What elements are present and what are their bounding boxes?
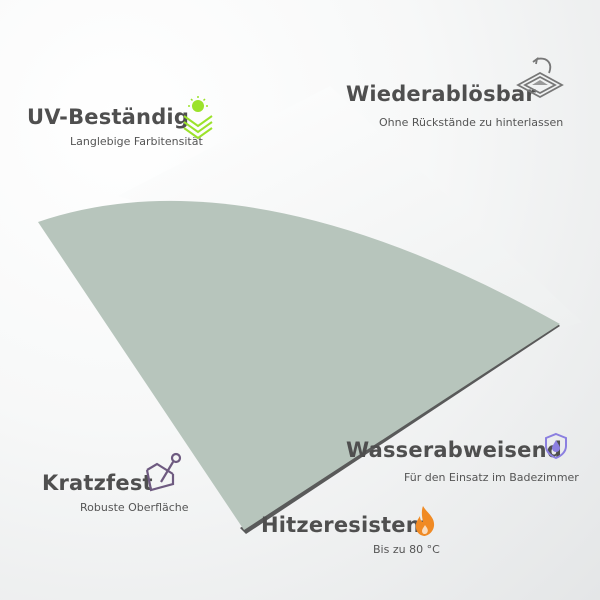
feature-scratch: Kratzfest Robuste Oberfläche (42, 471, 189, 514)
feature-subtitle: Ohne Rückstände zu hinterlassen (379, 116, 564, 129)
sun-layers-icon (183, 96, 213, 140)
flame-icon (415, 506, 435, 536)
feature-subtitle: Robuste Oberfläche (80, 501, 189, 514)
water-shield-icon (545, 432, 567, 460)
peel-sheet-icon (516, 56, 564, 99)
feature-title: Kratzfest (42, 471, 153, 495)
feature-title: UV-Beständig (27, 105, 190, 129)
feature-title: Wasserabweisend (346, 438, 562, 462)
feature-subtitle: Für den Einsatz im Badezimmer (404, 471, 579, 484)
feature-water: Wasserabweisend Für den Einsatz im Badez… (346, 438, 579, 484)
feature-title: Wiederablösbar (346, 82, 536, 106)
feature-removable: Wiederablösbar Ohne Rückstände zu hinter… (346, 82, 563, 129)
feature-heat: Hitzeresistent Bis zu 80 °C (261, 513, 440, 556)
feature-title: Hitzeresistent (261, 513, 432, 537)
tile-sticker-sheet (38, 200, 560, 531)
feature-subtitle: Bis zu 80 °C (373, 543, 440, 556)
backing-paper (118, 86, 582, 328)
feature-uv: UV-Beständig Langlebige Farbitensität (27, 105, 203, 148)
scratch-tool-icon (145, 452, 182, 492)
feature-subtitle: Langlebige Farbitensität (70, 135, 203, 148)
